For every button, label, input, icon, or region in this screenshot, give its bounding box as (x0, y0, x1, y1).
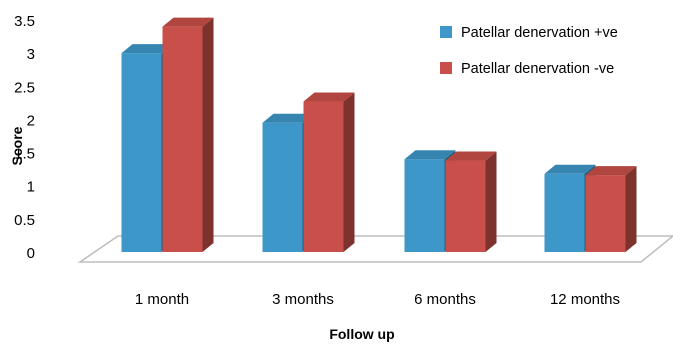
legend-label-positive: Patellar denervation +ve (461, 25, 618, 41)
y-tick-label: 1.5 (14, 146, 35, 163)
y-axis-title: Score (9, 126, 25, 165)
legend-swatch-positive (440, 26, 452, 38)
bar (162, 17, 214, 252)
legend: Patellar denervation +ve Patellar denerv… (440, 25, 618, 77)
y-tick-label: 3 (27, 46, 35, 63)
x-tick-label: 1 month (135, 291, 189, 308)
legend-swatch-negative (440, 62, 452, 74)
y-tick-label: 0.5 (14, 212, 35, 229)
x-axis-title: Follow up (329, 326, 394, 342)
x-tick-label: 12 months (550, 291, 620, 308)
legend-label-negative: Patellar denervation -ve (461, 61, 614, 77)
x-tick-label: 6 months (414, 291, 476, 308)
x-tick-label: 3 months (272, 291, 334, 308)
bar (303, 92, 355, 252)
y-tick-label: 1 (27, 179, 35, 196)
y-tick-label: 0 (27, 245, 35, 262)
y-tick-label: 3.5 (14, 13, 35, 30)
bar (445, 151, 497, 252)
bar (585, 166, 637, 252)
y-tick-label: 2.5 (14, 79, 35, 96)
y-tick-label: 2 (27, 112, 35, 129)
chart-floor (77, 235, 673, 263)
x-axis-ticks: 1 month 3 months 6 months 12 months (135, 291, 620, 308)
y-axis-ticks: 0 0.5 1 1.5 2 2.5 3 3.5 (14, 13, 35, 262)
bars (121, 17, 637, 253)
